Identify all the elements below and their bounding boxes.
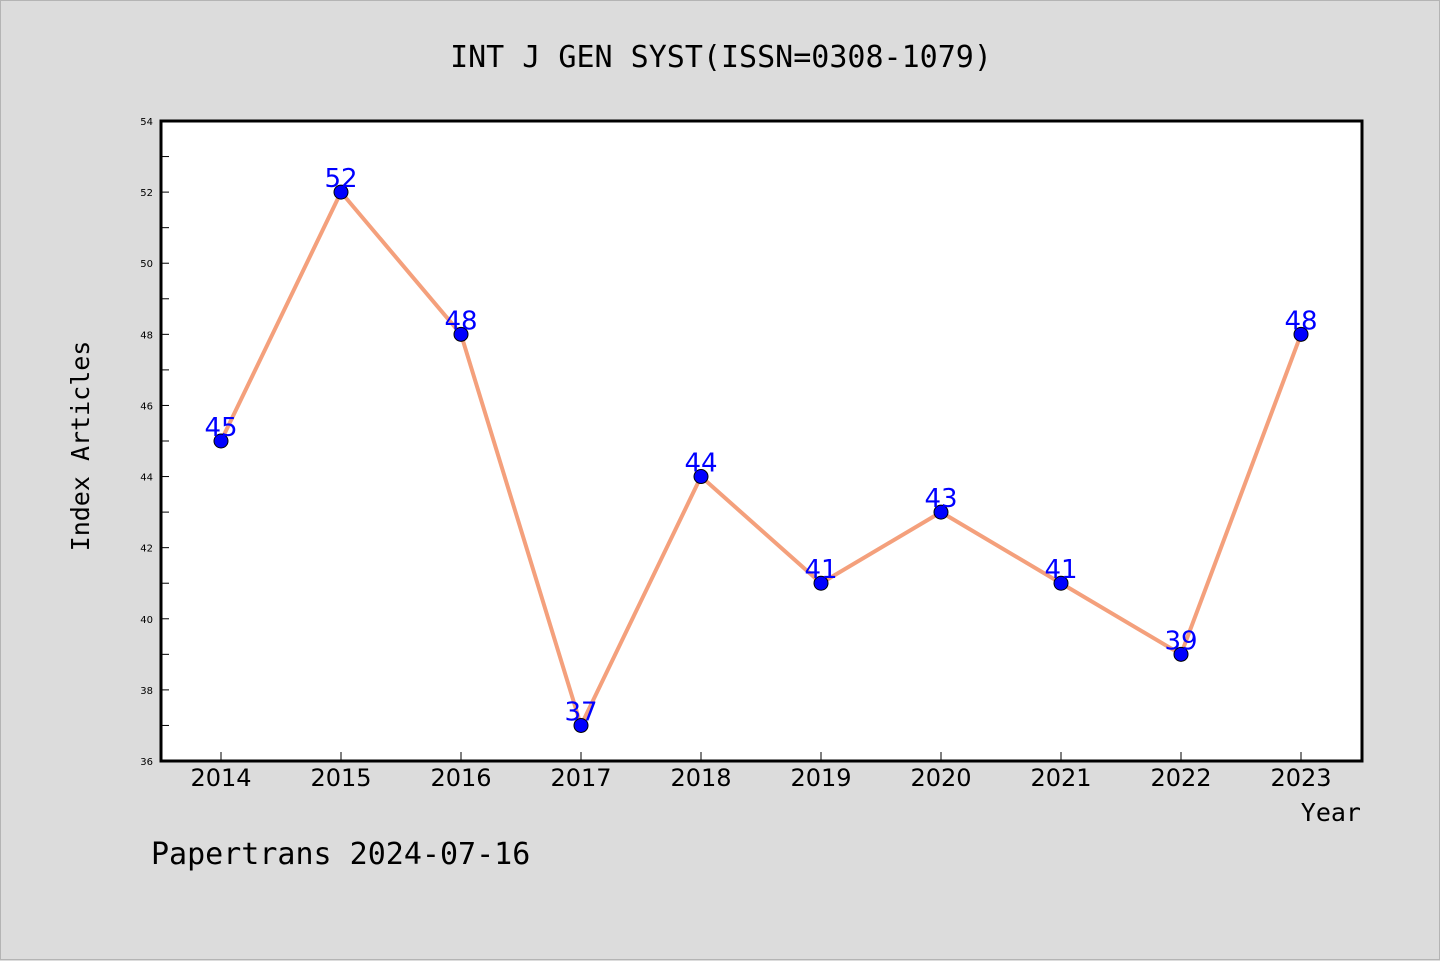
data-label: 52 xyxy=(324,164,357,194)
footer-watermark: Papertrans 2024-07-16 xyxy=(151,837,530,872)
x-axis: 2014 2015 2016 2017 2018 2019 2020 2021 2022 2023 xyxy=(190,752,1332,792)
y-tick-label: 40 xyxy=(140,615,153,626)
data-label: 44 xyxy=(684,449,717,479)
x-tick-label: 2022 xyxy=(1150,764,1211,792)
data-point xyxy=(453,326,469,342)
y-tick-label: 44 xyxy=(140,473,153,484)
series-layer: 45 52 48 37 44 41 43 41 39 48 xyxy=(204,164,1318,733)
x-axis-label: Year xyxy=(1301,798,1361,827)
data-point xyxy=(1173,646,1189,662)
y-tick-label: 50 xyxy=(140,259,153,270)
y-tick-label: 38 xyxy=(140,686,153,697)
y-axis-label: Index Articles xyxy=(66,341,95,552)
plot-area xyxy=(159,119,1364,763)
x-tick-label: 2015 xyxy=(310,764,371,792)
series-line xyxy=(219,190,1303,728)
y-tick-label: 54 xyxy=(140,117,153,128)
data-point xyxy=(933,504,949,520)
data-point xyxy=(333,184,349,200)
data-label: 48 xyxy=(444,306,477,336)
x-tick-label: 2014 xyxy=(190,764,251,792)
x-tick-label: 2020 xyxy=(910,764,971,792)
data-label: 43 xyxy=(924,484,957,514)
data-point xyxy=(1293,326,1309,342)
data-label: 41 xyxy=(1044,555,1077,585)
x-tick-label: 2016 xyxy=(430,764,491,792)
y-tick-label: 42 xyxy=(140,544,153,555)
data-point xyxy=(813,575,829,591)
data-point xyxy=(573,717,589,733)
data-label: 48 xyxy=(1284,306,1317,336)
x-tick-label: 2023 xyxy=(1270,764,1331,792)
data-label: 41 xyxy=(804,555,837,585)
data-label: 37 xyxy=(564,697,597,727)
x-tick-label: 2021 xyxy=(1030,764,1091,792)
x-tick-label: 2018 xyxy=(670,764,731,792)
y-tick-label: 52 xyxy=(140,188,153,199)
data-point xyxy=(693,469,709,485)
y-tick-label: 36 xyxy=(140,757,153,768)
x-tick-label: 2017 xyxy=(550,764,611,792)
data-label: 39 xyxy=(1164,626,1197,656)
y-tick-label: 48 xyxy=(140,330,153,341)
y-axis: 36 38 40 42 44 46 48 50 52 54 xyxy=(140,117,169,768)
x-tick-label: 2019 xyxy=(790,764,851,792)
chart-title: INT J GEN SYST(ISSN=0308-1079) xyxy=(450,40,992,75)
data-point xyxy=(213,433,229,449)
data-label: 45 xyxy=(204,413,237,443)
y-tick-label: 46 xyxy=(140,401,153,412)
data-point xyxy=(1053,575,1069,591)
